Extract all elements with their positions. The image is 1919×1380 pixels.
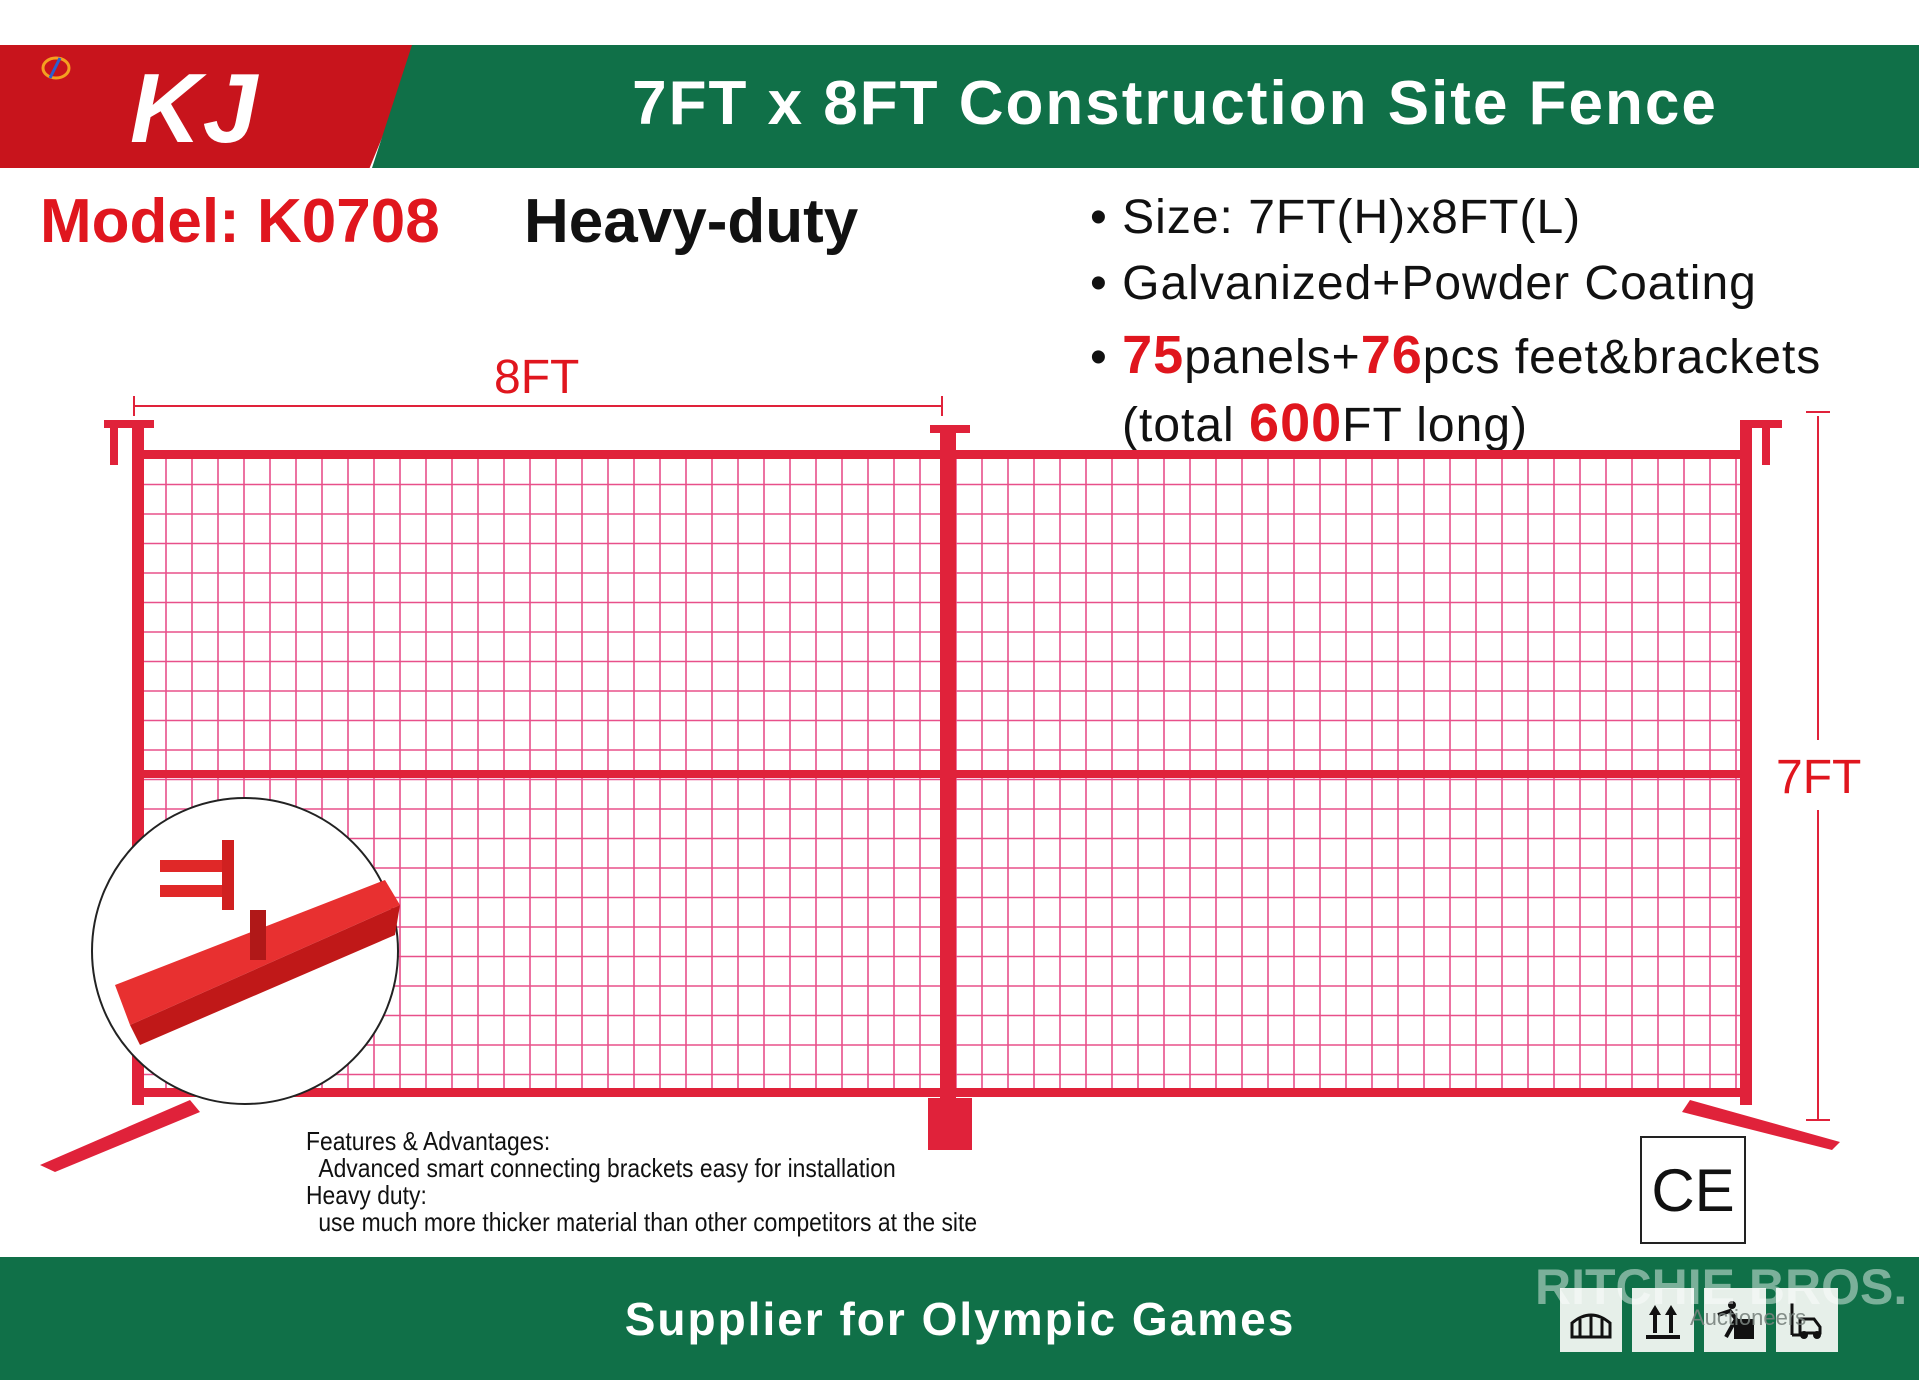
heavy-duty-heading: Heavy duty: <box>306 1180 427 1210</box>
model-label: Model: K0708 <box>40 187 440 256</box>
features-line: Advanced smart connecting brackets easy … <box>318 1153 896 1183</box>
total-pre: (total <box>1122 399 1250 452</box>
spec-size: • Size: 7FT(H)x8FT(L) <box>1090 191 1582 244</box>
width-label: 8FT <box>494 351 580 404</box>
model-type: Heavy-duty <box>524 187 859 256</box>
bracket-detail <box>115 840 400 1045</box>
width-dimension-line <box>133 396 943 416</box>
panels-count: 75 <box>1122 325 1185 385</box>
footer-slogan: Supplier for Olympic Games <box>624 1293 1296 1345</box>
sling-lift-icon <box>1560 1288 1622 1352</box>
spec-finish: • Galvanized+Powder Coating <box>1090 257 1757 310</box>
page-title: 7FT x 8FT Construction Site Fence <box>632 69 1718 138</box>
fence-mesh <box>139 454 1742 1092</box>
panels-text: panels+ <box>1184 331 1361 384</box>
forklift-icon <box>1776 1288 1838 1352</box>
feet-count: 76 <box>1360 325 1423 385</box>
watermark-sub: Auctioneers <box>1690 1305 1807 1330</box>
ce-mark: CE <box>1640 1136 1746 1244</box>
right-post <box>1740 425 1752 1105</box>
total-length: 600 <box>1249 393 1343 453</box>
height-label: 7FT <box>1776 750 1862 805</box>
spec-size-text: Size: 7FT(H)x8FT(L) <box>1122 191 1582 244</box>
this-way-up-icon <box>1632 1288 1694 1352</box>
spec-finish-text: Galvanized+Powder Coating <box>1122 257 1757 310</box>
watermark: RITCHIE BROS. <box>1535 1259 1908 1315</box>
height-dimension-line <box>1806 411 1830 1121</box>
brand-logo: KJ <box>130 53 260 163</box>
spec-quantity: • 75panels+76pcs feet&brackets <box>1090 325 1822 385</box>
features-heading: Features & Advantages: <box>306 1126 551 1156</box>
middle-post <box>940 428 956 1113</box>
header-green-band <box>372 45 1919 168</box>
total-post: FT long) <box>1342 399 1528 452</box>
feet-text: pcs feet&brackets <box>1422 331 1822 384</box>
features-text: Features & Advantages: Advanced smart co… <box>306 1128 977 1236</box>
heavy-duty-line: use much more thicker material than othe… <box>318 1207 978 1237</box>
logo-swirl-icon <box>41 56 71 80</box>
do-not-step-icon <box>1704 1288 1766 1352</box>
spec-total: (total 600FT long) <box>1122 392 1528 454</box>
